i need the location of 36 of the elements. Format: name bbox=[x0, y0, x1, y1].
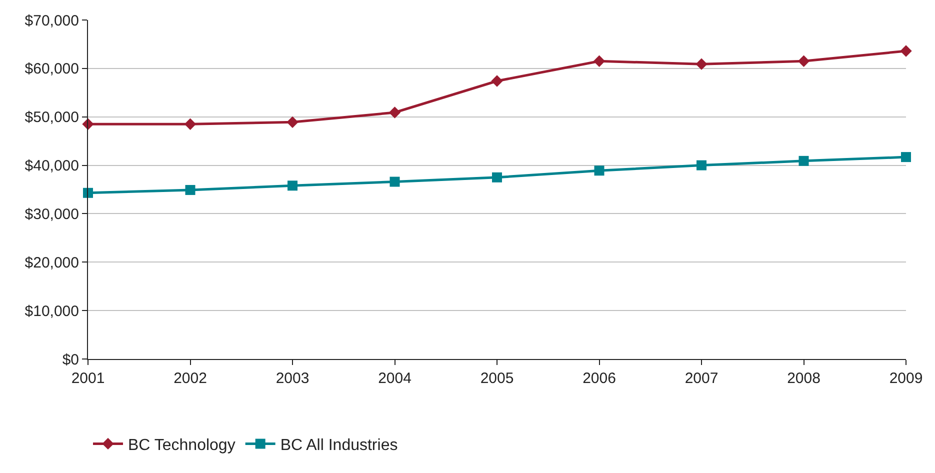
point bbox=[594, 166, 604, 176]
legend-label: BC All Industries bbox=[280, 436, 398, 454]
point bbox=[696, 160, 706, 170]
x-tick-label: 2002 bbox=[174, 370, 207, 387]
point bbox=[288, 180, 298, 191]
point bbox=[388, 106, 401, 118]
y-tick-label: $10,000 bbox=[24, 302, 79, 320]
x-tick-label: 2001 bbox=[71, 370, 105, 387]
point bbox=[492, 172, 502, 182]
point bbox=[491, 75, 503, 87]
legend-label: BC Technology bbox=[128, 436, 236, 454]
point bbox=[798, 55, 810, 68]
x-tick-label: 2004 bbox=[378, 370, 412, 387]
x-tick-label: 2003 bbox=[276, 370, 310, 387]
x-tick-label: 2008 bbox=[787, 370, 820, 387]
point bbox=[286, 116, 298, 128]
point bbox=[593, 55, 606, 68]
point bbox=[83, 188, 93, 198]
point bbox=[185, 184, 196, 195]
x-tick-label: 2007 bbox=[684, 370, 718, 387]
point bbox=[900, 45, 912, 57]
y-tick-label: $40,000 bbox=[24, 158, 79, 175]
y-tick-label: $30,000 bbox=[24, 206, 79, 223]
point bbox=[901, 152, 911, 162]
point bbox=[696, 58, 708, 70]
y-tick-label: $50,000 bbox=[24, 109, 79, 126]
y-tick-label: $60,000 bbox=[24, 60, 79, 78]
x-tick-label: 2009 bbox=[889, 370, 923, 387]
point bbox=[184, 118, 196, 130]
y-tick-label: $20,000 bbox=[24, 254, 79, 272]
y-tick-label: $0 bbox=[62, 351, 79, 368]
point bbox=[798, 156, 809, 166]
y-tick-label: $70,000 bbox=[24, 12, 79, 30]
x-tick-label: 2006 bbox=[582, 370, 616, 387]
x-tick-label: 2005 bbox=[480, 370, 514, 387]
point bbox=[390, 176, 400, 187]
